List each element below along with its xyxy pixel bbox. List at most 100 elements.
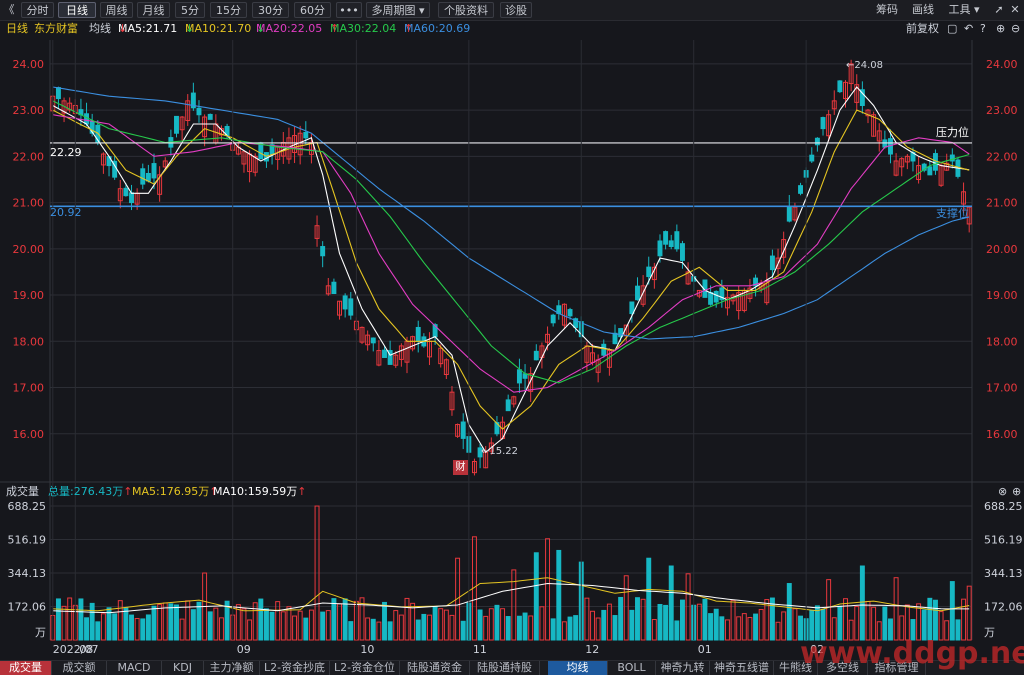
volume-bar (370, 618, 376, 641)
volume-bar (331, 598, 337, 641)
indicator-tab[interactable]: 均线 (548, 661, 608, 675)
indicator-tab[interactable]: 神奇九转 (656, 661, 710, 675)
time-label: 09 (237, 643, 251, 656)
volume-bar (438, 608, 444, 641)
tab-5min[interactable]: 5分 (175, 2, 205, 18)
volume-tick-right: 516.19 (984, 533, 1023, 546)
tools-button[interactable]: 工具 ▾ (948, 3, 980, 16)
candle-body (635, 285, 640, 301)
volume-bar (741, 613, 747, 641)
help-icon[interactable]: ? (980, 22, 986, 35)
candle-body (207, 113, 213, 120)
kline-chart[interactable]: 24.00 24.00 23.00 23.00 22.00 22.00 21.00 21.00… (0, 20, 1024, 660)
indicator-tab[interactable]: 陆股通持股 (470, 661, 540, 675)
add-icon[interactable]: ⊕ (996, 22, 1006, 35)
pin-icon[interactable]: ➚ (994, 3, 1004, 16)
chips-button[interactable]: 筹码 (876, 3, 898, 16)
volume-close-icon[interactable]: ⊗ (998, 485, 1008, 498)
volume-bar (882, 606, 888, 641)
candle-body (961, 191, 967, 205)
indicator-tab[interactable]: 成交量 (0, 661, 52, 675)
volume-bar (427, 614, 432, 641)
indicator-tab[interactable]: 成交额 (52, 661, 107, 675)
time-label: 08 (79, 643, 93, 656)
volume-bar (871, 606, 877, 641)
indicator-tab[interactable]: MACD (107, 661, 162, 675)
volume-bar (213, 607, 219, 641)
tab-15min[interactable]: 15分 (210, 2, 247, 18)
volume-bar (927, 597, 933, 641)
candle-body (893, 160, 899, 176)
candle-body (786, 205, 792, 222)
minus-icon[interactable]: ⊖ (1011, 22, 1021, 35)
close-icon[interactable]: ✕ (1010, 3, 1020, 16)
volume-tick-left: 344.13 (8, 567, 47, 580)
indicator-tab[interactable]: 指标管理 (868, 661, 926, 675)
volume-bar (404, 597, 410, 641)
candle-body (455, 424, 461, 437)
ma-label[interactable]: 均线 (89, 22, 111, 35)
indicator-tab[interactable]: L2-资金仓位 (330, 661, 400, 675)
indicator-tab[interactable]: 多空线 (818, 661, 868, 675)
indicator-tab[interactable]: BOLL (608, 661, 656, 675)
tab-30min[interactable]: 30分 (252, 2, 289, 18)
indicator-tab[interactable]: KDJ (162, 661, 204, 675)
volume-bar (78, 598, 84, 641)
volume-bar (308, 609, 314, 641)
ma-line-ma10 (52, 109, 970, 430)
time-label: 10 (360, 643, 374, 656)
top-toolbar: 《 分时 日线 周线 月线 5分 15分 30分 60分 ••• 多周期图 ▾ … (0, 0, 1024, 21)
candle-body (871, 114, 877, 137)
adjust-label[interactable]: 前复权 (906, 22, 939, 35)
candle-body (831, 100, 837, 110)
back-icon[interactable]: 《 (3, 3, 15, 16)
volume-bar (55, 598, 61, 641)
candle-body (331, 281, 337, 295)
more-button[interactable]: ••• (336, 2, 362, 18)
tab-weekly[interactable]: 周线 (100, 2, 133, 18)
volume-bar (235, 604, 241, 641)
volume-bar (595, 617, 601, 641)
ma-line-ma20 (52, 114, 970, 393)
volume-bar (460, 620, 466, 641)
price-tick-right: 21.00 (986, 197, 1018, 210)
candle-body (629, 301, 635, 315)
volume-bar (623, 575, 629, 641)
candle-body (157, 174, 163, 195)
price-axis: 24.00 24.00 23.00 23.00 22.00 22.00 21.00 21.00… (13, 58, 1018, 441)
indicator-tab[interactable]: 主力净额 (204, 661, 260, 675)
candle-body (612, 332, 618, 345)
volume-bar (646, 557, 652, 641)
candle-body (859, 89, 865, 106)
diagnose-button[interactable]: 诊股 (500, 2, 532, 18)
volume-ma5: MA5:176.95万↑ (132, 485, 219, 498)
tab-60min[interactable]: 60分 (294, 2, 331, 18)
indicator-tab[interactable]: L2-资金抄底 (260, 661, 330, 675)
indicator-tab[interactable]: 神奇五线谱 (710, 661, 774, 675)
candle-body (449, 391, 455, 411)
volume-bar (848, 619, 854, 641)
volume-settings-icon[interactable]: ⊕ (1012, 485, 1022, 498)
volume-bar (117, 600, 123, 641)
candle-body (100, 153, 106, 166)
indicator-tab[interactable]: 陆股通资金 (400, 661, 470, 675)
volume-bar (84, 617, 90, 641)
multi-period-button[interactable]: 多周期图 ▾ (366, 2, 430, 18)
settings-icon[interactable]: ▢ (947, 22, 958, 35)
volume-bar (545, 538, 551, 641)
tab-daily[interactable]: 日线 (58, 2, 96, 18)
profile-button[interactable]: 个股资料 (438, 2, 494, 18)
volume-tick-right: 172.06 (984, 601, 1023, 614)
undo-icon[interactable]: ↶ (964, 22, 974, 35)
candle-body (303, 131, 309, 139)
price-tick-right: 18.00 (986, 335, 1018, 348)
tab-intraday[interactable]: 分时 (21, 2, 54, 18)
price-tick-left: 19.00 (13, 289, 45, 302)
candle-body (640, 285, 646, 305)
candle-body (488, 442, 494, 452)
finance-badge[interactable]: 财 (453, 460, 468, 475)
tab-monthly[interactable]: 月线 (137, 2, 170, 18)
candle-body (949, 154, 955, 162)
draw-button[interactable]: 画线 (912, 3, 934, 16)
indicator-tab[interactable]: 牛熊线 (774, 661, 818, 675)
